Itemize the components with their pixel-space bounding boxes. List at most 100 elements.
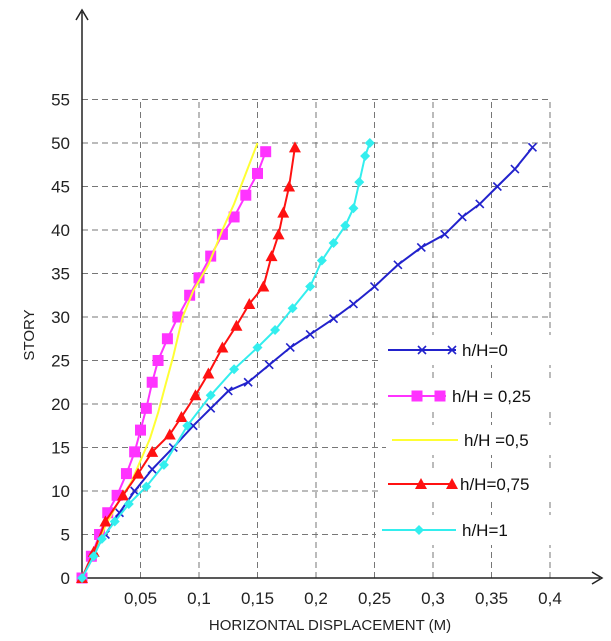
y-tick-label: 40 [51, 221, 70, 240]
data-point [205, 250, 217, 262]
y-tick-label: 15 [51, 439, 70, 458]
data-point [132, 467, 145, 479]
data-point [146, 376, 158, 388]
data-point [116, 489, 129, 501]
data-point [193, 272, 205, 284]
y-tick-label: 10 [51, 482, 70, 501]
x-axis-label: HORIZONTAL DISPLACEMENT (M) [209, 617, 451, 634]
data-point [77, 573, 87, 583]
data-point [129, 446, 141, 458]
data-point [123, 499, 134, 510]
y-axis-label: STORY [21, 309, 38, 360]
data-point [457, 212, 467, 222]
series-5 [77, 138, 375, 583]
legend-swatch-marker [417, 345, 427, 355]
series-line [81, 147, 296, 579]
y-tick-label: 25 [51, 352, 70, 371]
y-tick-label: 50 [51, 134, 70, 153]
x-tick-label: 0,3 [421, 589, 445, 608]
data-point [369, 281, 380, 292]
data-point [102, 507, 114, 519]
legend-item: h/H=0,75 [382, 469, 578, 499]
data-point [158, 459, 169, 470]
y-tick-label: 45 [51, 178, 70, 197]
data-point [240, 189, 252, 201]
data-point [272, 228, 285, 240]
data-point [360, 151, 371, 162]
data-point [264, 360, 274, 370]
data-point [243, 297, 256, 309]
data-point [202, 367, 215, 379]
data-point [364, 138, 375, 148]
data-point [475, 199, 485, 209]
data-point [109, 516, 120, 527]
data-point [135, 424, 146, 436]
legend-swatch-marker [447, 345, 457, 355]
legend-swatch-marker [434, 390, 446, 402]
legend-swatch-marker [411, 390, 423, 402]
data-point [96, 533, 107, 544]
legend-item: h/H=0 [382, 335, 578, 365]
data-point [340, 220, 351, 231]
data-point [223, 386, 233, 396]
data-point [163, 428, 176, 440]
x-tick-label: 0,25 [358, 589, 391, 608]
data-point [527, 142, 538, 152]
data-point [130, 486, 140, 496]
data-point [252, 167, 263, 179]
data-point [354, 177, 365, 188]
y-tick-label: 20 [51, 395, 70, 414]
data-point [305, 281, 316, 292]
data-point [182, 420, 193, 431]
legend-item: h/H = 0,25 [382, 381, 578, 411]
data-point [243, 377, 253, 387]
data-point [440, 229, 450, 239]
data-point [230, 319, 243, 331]
legend-label: h/H=0 [462, 341, 508, 360]
data-point [114, 508, 125, 518]
y-axis-arrow [75, 8, 89, 21]
y-tick-label: 30 [51, 308, 70, 327]
y-tick-label: 5 [61, 526, 70, 545]
data-point [328, 314, 339, 324]
legend-item: h/H =0,5 [386, 425, 582, 455]
data-point [206, 403, 216, 413]
x-tick-labels: 0,05 0,1 0,15 0,2 0,25 0,3 0,35 0,4 [124, 589, 562, 608]
data-point [285, 342, 295, 353]
data-point [140, 402, 152, 414]
x-tick-label: 0,05 [124, 589, 157, 608]
data-point [99, 515, 112, 527]
legend-item: h/H=1 [376, 515, 572, 545]
data-point [161, 333, 173, 345]
data-point [316, 255, 327, 266]
data-point [184, 289, 196, 301]
data-point [252, 342, 263, 353]
data-point [283, 180, 296, 192]
data-point [393, 260, 403, 270]
data-point [146, 445, 159, 457]
legend-label: h/H =0,5 [464, 431, 529, 450]
data-point [189, 389, 202, 401]
data-point [141, 481, 152, 492]
data-point [152, 355, 164, 366]
legend-swatch-marker [415, 478, 427, 489]
data-point [287, 303, 298, 314]
legend: h/H=0 h/H = 0,25 h/H =0,5 h/H=0,75 h/H=1 [376, 335, 582, 545]
x-tick-label: 0,2 [304, 589, 328, 608]
data-point [265, 250, 278, 262]
x-tick-label: 0,4 [538, 589, 562, 608]
data-point [175, 411, 188, 423]
data-point [120, 468, 132, 480]
legend-label: h/H = 0,25 [452, 387, 531, 406]
data-point [348, 299, 359, 309]
data-point [257, 280, 270, 292]
data-point [228, 211, 240, 223]
x-axis-arrow [591, 571, 604, 585]
data-point [260, 146, 272, 158]
y-tick-label: 0 [61, 569, 70, 588]
y-tick-label: 55 [51, 91, 70, 110]
data-point [88, 551, 99, 562]
x-tick-label: 0,15 [241, 589, 274, 608]
y-tick-label: 35 [51, 265, 70, 284]
